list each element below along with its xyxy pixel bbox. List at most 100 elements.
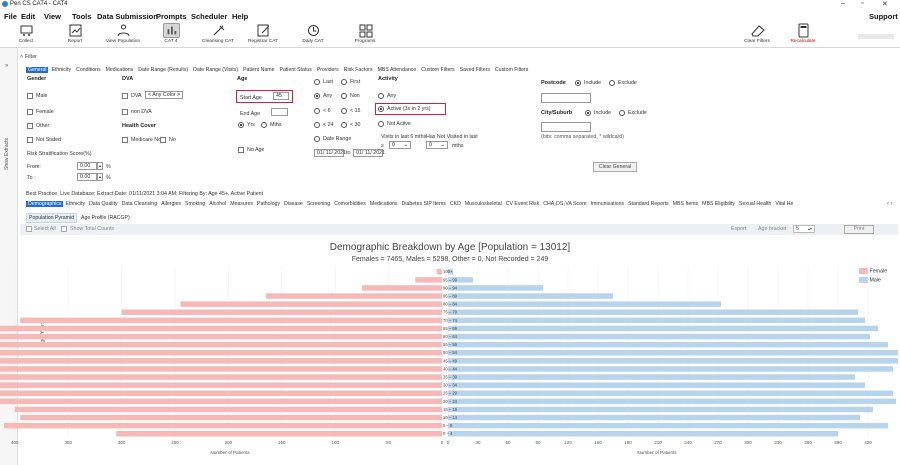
risk-from-spinner[interactable]: ▴ xyxy=(97,162,103,170)
tab-screening[interactable]: Screening xyxy=(306,201,331,207)
date-range-radio[interactable] xyxy=(314,136,320,142)
date-from-input[interactable]: 01/ 11/ 2021 xyxy=(314,149,346,157)
start-age-input[interactable]: 45 xyxy=(273,92,289,100)
tab-musculoskeletal[interactable]: Musculoskeletal xyxy=(464,201,502,207)
filter-tab-saved-filters[interactable]: Saved Filters xyxy=(459,67,490,73)
dva-checkbox[interactable] xyxy=(122,93,128,99)
tab-pathology[interactable]: Pathology xyxy=(256,201,281,207)
filter-tab-date-results[interactable]: Date Range (Results) xyxy=(138,67,189,73)
postcode-input[interactable] xyxy=(541,93,591,103)
menu-data-submission[interactable]: Data Submission xyxy=(97,12,158,21)
tab-mbs-items[interactable]: MBS Items xyxy=(672,201,699,207)
end-age-input[interactable] xyxy=(271,108,288,116)
activity-not-active-radio[interactable] xyxy=(378,121,384,127)
non-dva-checkbox[interactable] xyxy=(122,109,128,115)
collapse-rail-icon[interactable]: » xyxy=(5,63,9,69)
maximize-button[interactable]: ▫ xyxy=(861,0,864,7)
tab-standard-reports[interactable]: Standard Reports xyxy=(628,201,669,207)
menu-file[interactable]: File xyxy=(4,12,17,21)
tab-ethnicity[interactable]: Ethnicity xyxy=(65,201,86,207)
tab-cv-event-risk[interactable]: CV Event Risk xyxy=(505,201,540,207)
filter-tab-medications[interactable]: Medications xyxy=(105,67,134,73)
filter-tab-providers[interactable]: Providers xyxy=(316,67,339,73)
cat4-button[interactable]: CAT 4 xyxy=(151,22,191,48)
tabs-scroll-arrow-icon[interactable]: ‹ › xyxy=(887,201,893,207)
print-button[interactable]: Print xyxy=(844,225,874,234)
menu-view[interactable]: View xyxy=(44,12,61,21)
activity-active-radio[interactable] xyxy=(378,106,384,112)
visits-any-radio[interactable] xyxy=(314,93,320,99)
first-radio[interactable] xyxy=(341,79,347,85)
programs-button[interactable]: Programs xyxy=(345,22,385,48)
tab-vital-health[interactable]: Vital He xyxy=(775,201,794,207)
tab-sexual-health[interactable]: Sexual Health xyxy=(739,201,772,207)
tab-alcohol[interactable]: Alcohol xyxy=(209,201,227,207)
gender-female-checkbox[interactable] xyxy=(27,109,33,115)
filter-tab-date-visits[interactable]: Date Range (Visits) xyxy=(193,67,239,73)
support-link[interactable]: Support xyxy=(869,12,898,21)
menu-edit[interactable]: Edit xyxy=(21,12,36,21)
risk-to-input[interactable]: 0.00 xyxy=(77,173,97,181)
menu-tools[interactable]: Tools xyxy=(72,12,92,21)
last-radio[interactable] xyxy=(314,79,320,85)
date-to-input[interactable]: 01/ 11/ 2021 xyxy=(353,149,385,157)
medicare-no-checkbox[interactable] xyxy=(122,137,128,143)
minimize-button[interactable]: – xyxy=(841,0,845,7)
report-button[interactable]: Report xyxy=(55,22,95,48)
filter-tab-custom-filters[interactable]: Custom Filters xyxy=(421,67,455,73)
clear-general-button[interactable]: Clear General xyxy=(593,162,637,172)
tab-data-cleansing[interactable]: Data Cleansing xyxy=(121,201,158,207)
filter-tab-ethnicity[interactable]: Ethnicity xyxy=(51,67,72,73)
visits-lt24-radio[interactable] xyxy=(314,122,320,128)
city-input[interactable] xyxy=(541,122,591,132)
age-years-radio[interactable] xyxy=(238,122,244,128)
tab-data-quality[interactable]: Data Quality xyxy=(89,201,118,207)
cleansing-cat-button[interactable]: Cleansing CAT xyxy=(198,22,238,48)
menu-scheduler[interactable]: Scheduler xyxy=(191,12,228,21)
tab-allergies[interactable]: Allergies xyxy=(161,201,181,207)
no-age-checkbox[interactable] xyxy=(238,147,244,153)
filter-tab-conditions[interactable]: Conditions xyxy=(76,67,101,73)
tab-smoking[interactable]: Smoking xyxy=(185,201,206,207)
gender-other-checkbox[interactable] xyxy=(27,123,33,129)
tab-disease[interactable]: Disease xyxy=(284,201,303,207)
activity-any-radio[interactable] xyxy=(378,93,384,99)
dva-color-select[interactable]: < Any Color > xyxy=(145,91,183,99)
tab-cha2ds2va[interactable]: CHA₂DS₂VA Score xyxy=(543,201,587,207)
filter-tab-risk-factors[interactable]: Risk Factors xyxy=(343,67,373,73)
age-months-radio[interactable] xyxy=(261,122,267,128)
tab-immunisations[interactable]: Immunisations xyxy=(590,201,625,207)
export-button[interactable]: Export xyxy=(731,226,747,232)
visits-non-radio[interactable] xyxy=(341,93,347,99)
select-all-checkbox[interactable] xyxy=(26,226,32,232)
tab-demographics[interactable]: Demographics xyxy=(26,201,64,207)
risk-to-spinner[interactable]: ▴ xyxy=(97,173,103,181)
filter-header[interactable]: ˄ Filter xyxy=(20,54,37,60)
subtab-population-pyramid[interactable]: Population Pyramid xyxy=(26,213,77,223)
gender-not-stated-checkbox[interactable] xyxy=(27,137,33,143)
tab-comorbidities[interactable]: Comorbidities xyxy=(334,201,366,207)
clear-filters-button[interactable]: Clear Filters xyxy=(737,22,777,48)
visits-last6-select[interactable]: 0 ⌄ xyxy=(389,141,411,149)
filter-tab-patient-status[interactable]: Patient Status xyxy=(279,67,312,73)
view-population-button[interactable]: View Population xyxy=(103,22,143,48)
not-visited-select[interactable]: 0 ⌄ xyxy=(426,141,448,149)
no-cover-checkbox[interactable] xyxy=(160,137,166,143)
tab-ckd[interactable]: CKD xyxy=(449,201,461,207)
close-button[interactable]: ✕ xyxy=(882,1,888,8)
risk-from-input[interactable]: 0.00 xyxy=(77,162,97,170)
postcode-include-radio[interactable] xyxy=(575,80,581,86)
filter-tab-custom-filters-2[interactable]: Custom Filters xyxy=(494,67,529,73)
visits-lt6-radio[interactable] xyxy=(314,108,320,114)
menu-prompts[interactable]: Prompts xyxy=(156,12,187,21)
city-include-radio[interactable] xyxy=(585,110,591,116)
filter-tab-mbs-attendance[interactable]: MBS Attendance xyxy=(377,67,417,73)
menu-help[interactable]: Help xyxy=(232,12,249,21)
tab-measures[interactable]: Measures xyxy=(230,201,253,207)
filter-tab-patient-name[interactable]: Patient Name xyxy=(243,67,275,73)
filter-tab-general[interactable]: General xyxy=(26,67,49,73)
gender-male-checkbox[interactable] xyxy=(27,93,33,99)
age-bracket-input[interactable]: 5 ▴▾ xyxy=(793,225,815,233)
visits-lt30-radio[interactable] xyxy=(341,122,347,128)
tab-diabetes-sip[interactable]: Diabetes SIP Items xyxy=(401,201,446,207)
